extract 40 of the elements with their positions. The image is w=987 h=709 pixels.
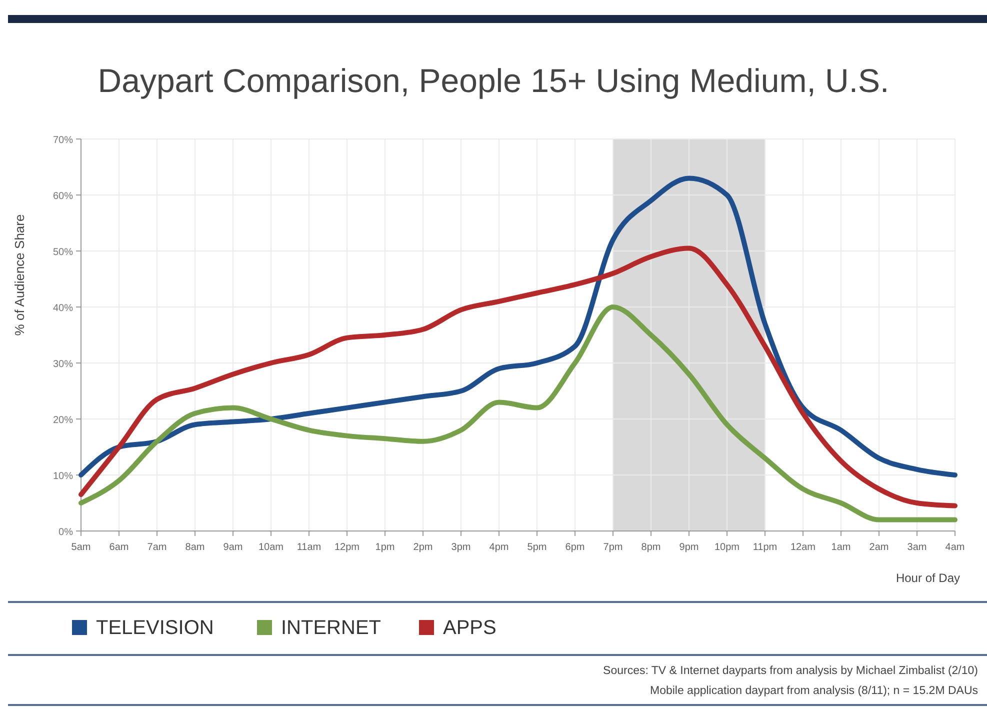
- y-tick-label: 0%: [58, 527, 74, 538]
- y-tick-label: 70%: [52, 135, 74, 146]
- x-tick-label: 2am: [869, 542, 889, 553]
- legend-label: INTERNET: [281, 617, 381, 639]
- x-tick-label: 9pm: [679, 542, 699, 553]
- x-tick-label: 6am: [109, 542, 129, 553]
- y-tick-label: 10%: [52, 471, 74, 482]
- y-tick-label: 40%: [52, 303, 74, 314]
- chart-title: Daypart Comparison, People 15+ Using Medium, U.S.: [98, 62, 890, 99]
- y-tick-label: 20%: [52, 415, 74, 426]
- source-note: Sources: TV & Internet dayparts from analysis by Michael Zimbalist (2/10): [603, 665, 978, 677]
- x-tick-label: 4am: [945, 542, 965, 553]
- x-tick-label: 10pm: [714, 542, 740, 553]
- legend-label: TELEVISION: [96, 617, 214, 639]
- x-tick-label: 3am: [907, 542, 927, 553]
- x-tick-label: 11pm: [752, 542, 778, 553]
- x-tick-label: 10am: [258, 542, 284, 553]
- y-tick-label: 50%: [52, 247, 74, 258]
- x-tick-label: 5am: [71, 542, 91, 553]
- text: Mobile application daypart from analysis (8/11); n = 15.2M DAUs: [650, 685, 978, 697]
- x-tick-label: 7am: [147, 542, 167, 553]
- x-tick-label: 5pm: [527, 542, 547, 553]
- x-axis-title: Hour of Day: [896, 571, 960, 585]
- x-tick-label: 8pm: [641, 542, 661, 553]
- x-tick-label: 6pm: [565, 542, 585, 553]
- x-tick-label: 2pm: [413, 542, 433, 553]
- x-tick-label: 12am: [790, 542, 816, 553]
- x-tick-label: 12pm: [334, 542, 360, 553]
- y-tick-label: 30%: [52, 359, 74, 370]
- y-tick-label: 60%: [52, 191, 74, 202]
- y-axis-title: % of Audience Share: [12, 214, 27, 336]
- x-tick-label: 3pm: [451, 542, 471, 553]
- x-tick-label: 11am: [296, 542, 322, 553]
- x-tick-label: 9am: [223, 542, 243, 553]
- x-tick-label: 1am: [831, 542, 851, 553]
- x-tick-label: 8am: [185, 542, 205, 553]
- legend-label: APPS: [443, 617, 496, 639]
- x-tick-label: 7pm: [603, 542, 623, 553]
- x-tick-label: 1pm: [375, 542, 395, 553]
- x-tick-label: 4pm: [489, 542, 509, 553]
